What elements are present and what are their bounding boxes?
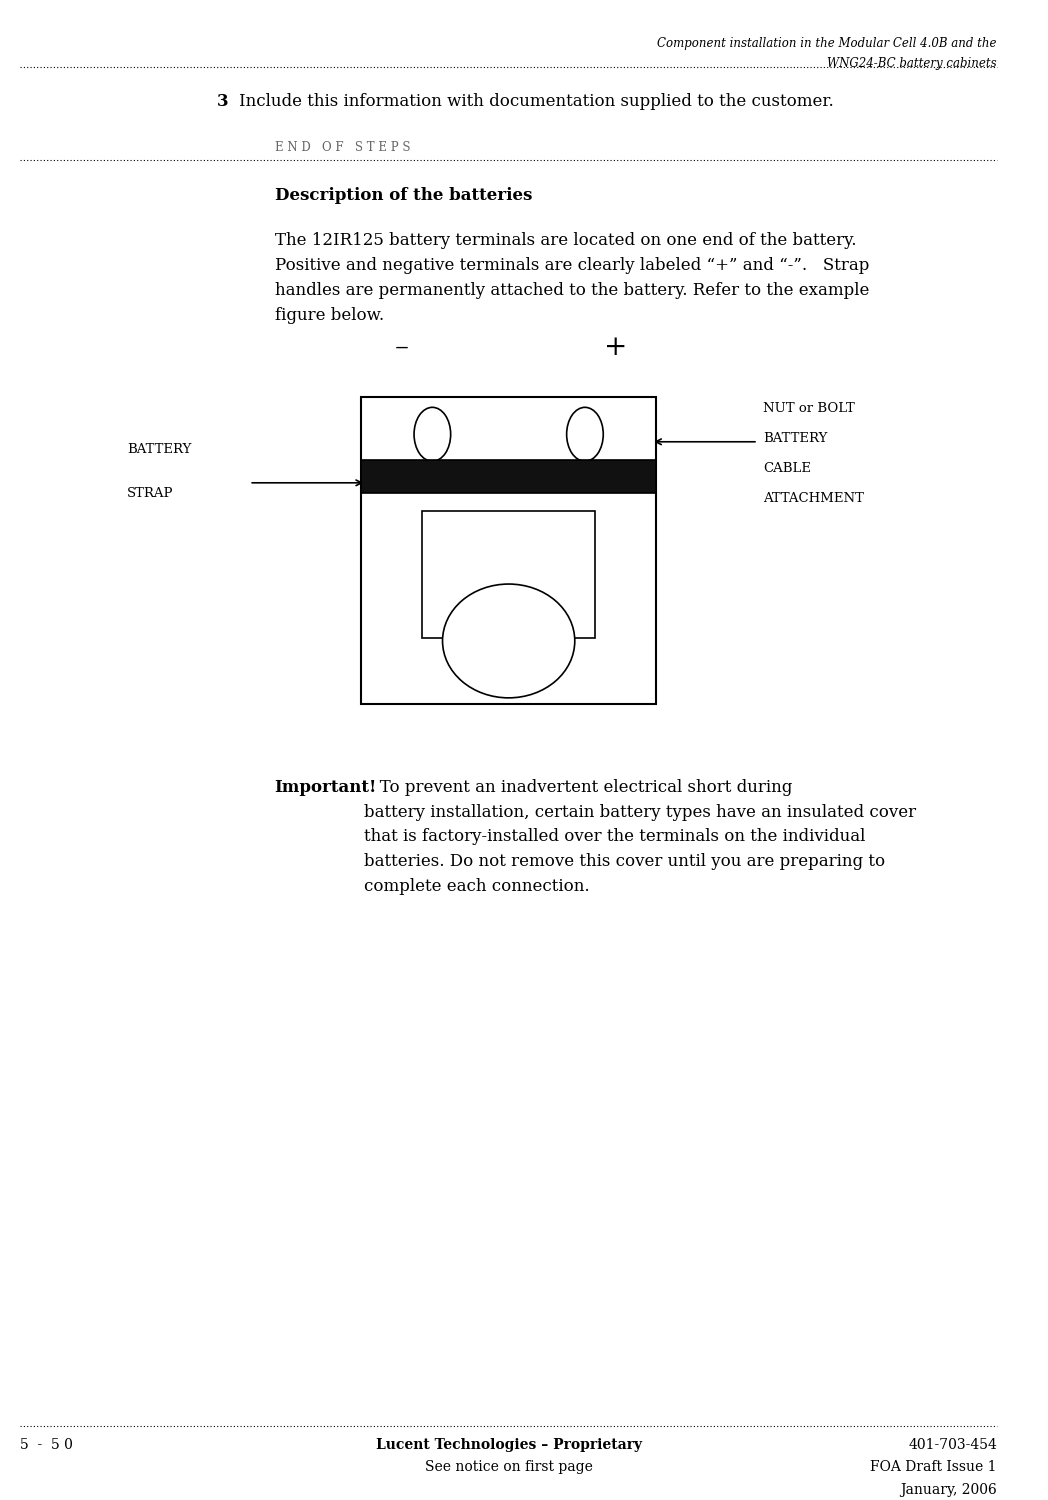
- Text: 5  -  5 0: 5 - 5 0: [20, 1437, 73, 1452]
- Text: NUT or BOLT: NUT or BOLT: [763, 402, 855, 416]
- Bar: [362, 398, 656, 704]
- Text: Lucent Technologies – Proprietary: Lucent Technologies – Proprietary: [375, 1437, 641, 1452]
- Bar: [362, 459, 656, 492]
- Text: 401-703-454: 401-703-454: [908, 1437, 997, 1452]
- Text: –: –: [395, 334, 409, 362]
- Text: BATTERY: BATTERY: [763, 432, 827, 445]
- Text: See notice on first page: See notice on first page: [424, 1460, 592, 1474]
- Text: FOA Draft Issue 1: FOA Draft Issue 1: [871, 1460, 997, 1474]
- Circle shape: [567, 408, 604, 460]
- Text: The 12IR125 battery terminals are located on one end of the battery.
Positive an: The 12IR125 battery terminals are locate…: [275, 232, 869, 324]
- Circle shape: [414, 408, 451, 460]
- Text: Component installation in the Modular Cell 4.0B and the: Component installation in the Modular Ce…: [657, 38, 997, 51]
- Bar: [422, 510, 595, 638]
- Text: 3: 3: [217, 93, 228, 110]
- Text: CABLE: CABLE: [763, 462, 811, 474]
- Text: January, 2006: January, 2006: [900, 1482, 997, 1497]
- Text: ATTACHMENT: ATTACHMENT: [763, 492, 864, 504]
- Text: To prevent an inadvertent electrical short during
battery installation, certain : To prevent an inadvertent electrical sho…: [365, 778, 916, 896]
- Text: Include this information with documentation supplied to the customer.: Include this information with documentat…: [239, 93, 834, 110]
- Text: WNG24-BC battery cabinets: WNG24-BC battery cabinets: [827, 57, 997, 70]
- Text: E N D   O F   S T E P S: E N D O F S T E P S: [275, 141, 410, 154]
- Text: Description of the batteries: Description of the batteries: [275, 188, 532, 204]
- Text: STRAP: STRAP: [127, 488, 174, 501]
- Text: Important!: Important!: [275, 778, 377, 795]
- Ellipse shape: [442, 584, 574, 698]
- Bar: [362, 459, 656, 492]
- Text: +: +: [604, 334, 627, 362]
- Text: BATTERY: BATTERY: [127, 442, 192, 456]
